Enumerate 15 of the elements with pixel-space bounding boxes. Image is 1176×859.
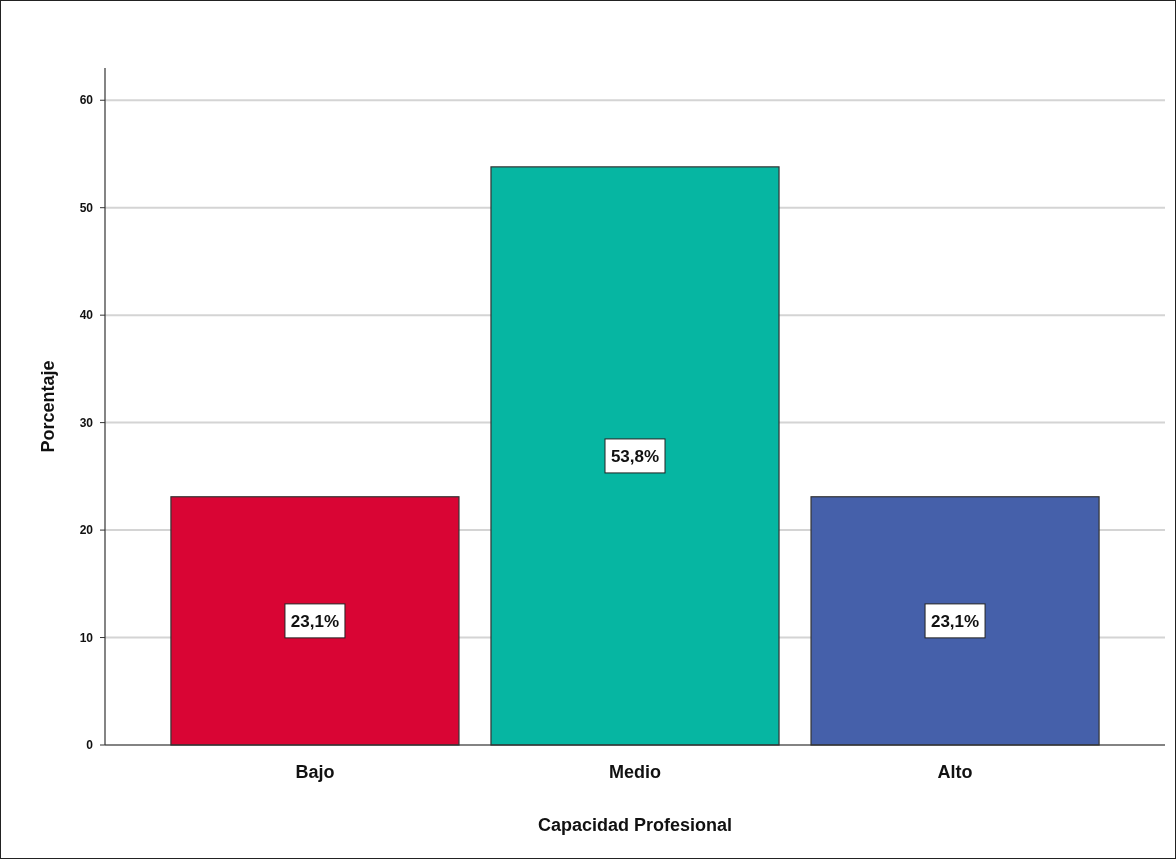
y-tick-label: 10 (79, 630, 94, 645)
y-tick-label: 20 (79, 523, 94, 538)
y-tick-label: 60 (79, 93, 94, 108)
y-tick-label: 40 (79, 308, 94, 323)
x-tick-label: Bajo (295, 762, 335, 782)
data-label: 23,1% (930, 611, 980, 631)
data-label: 23,1% (290, 611, 340, 631)
y-tick-label: 30 (79, 415, 94, 430)
data-label: 53,8% (610, 446, 660, 466)
y-axis-title: Porcentaje (38, 360, 58, 453)
y-tick-label: 0 (86, 738, 94, 752)
x-axis-title: Capacidad Profesional (537, 815, 733, 835)
x-tick-label: Alto (937, 762, 973, 782)
y-tick-label: 50 (79, 200, 94, 215)
x-tick-label: Medio (609, 762, 661, 782)
